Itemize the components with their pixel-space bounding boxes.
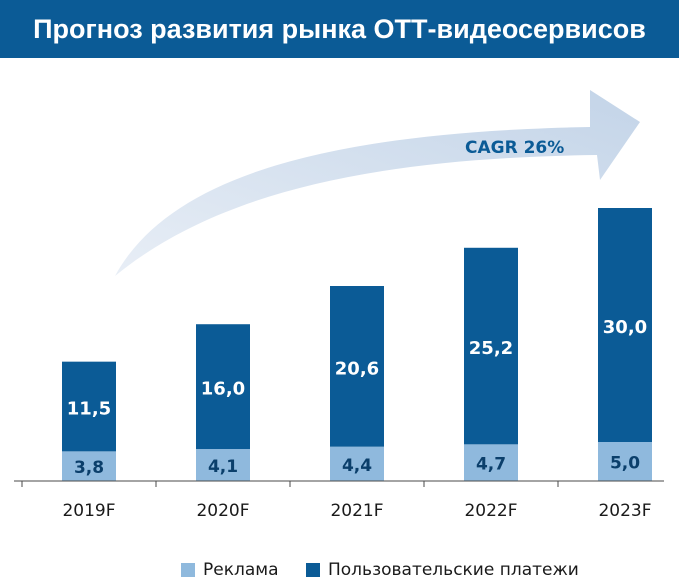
bar-payments-2019F bbox=[62, 361, 116, 452]
legend-label-ads: Реклама bbox=[203, 560, 279, 580]
bar-ads-2023F bbox=[598, 442, 652, 481]
stacked-bar-chart: CAGR 26% 3,8 11,5 4,1 16,0 4,4 20,6 4,7 25,2 5,0… bbox=[14, 90, 664, 521]
bar-payments-2023F bbox=[598, 208, 652, 442]
data-label-ads-2021F: 4,4 bbox=[342, 456, 372, 476]
legend-item-payments: Пользовательские платежи bbox=[306, 560, 579, 580]
growth-arrow bbox=[115, 90, 640, 276]
x-tick-label-2020F: 2020F bbox=[196, 501, 249, 521]
legend-label-payments: Пользовательские платежи bbox=[328, 560, 579, 580]
bar-ads-2021F bbox=[330, 446, 384, 481]
data-label-ads-2022F: 4,7 bbox=[476, 455, 506, 475]
bar-ads-2020F bbox=[196, 449, 250, 481]
legend-item-ads: Реклама bbox=[181, 560, 279, 580]
bar-ads-2022F bbox=[464, 444, 518, 481]
legend: Реклама Пользовательские платежи bbox=[0, 556, 679, 584]
data-label-payments-2023F: 30,0 bbox=[603, 317, 647, 338]
bar-payments-2021F bbox=[330, 286, 384, 447]
legend-swatch-payments bbox=[306, 563, 320, 577]
x-tick-label-2019F: 2019F bbox=[62, 501, 115, 521]
data-label-payments-2020F: 16,0 bbox=[201, 379, 245, 400]
bar-ads-2019F bbox=[62, 451, 116, 481]
data-label-ads-2019F: 3,8 bbox=[74, 458, 104, 478]
x-axis-labels: 2019F 2020F 2021F 2022F 2023F bbox=[62, 501, 651, 521]
x-axis-ticks bbox=[21, 481, 559, 487]
bar-payments-2022F bbox=[464, 247, 518, 445]
data-label-payments-2022F: 25,2 bbox=[469, 338, 513, 359]
data-label-payments-2019F: 11,5 bbox=[67, 399, 111, 420]
page-title: Прогноз развития рынка ОТТ-видеосервисов bbox=[0, 0, 679, 58]
data-label-payments-2021F: 20,6 bbox=[335, 358, 379, 379]
x-tick-label-2021F: 2021F bbox=[330, 501, 383, 521]
cagr-annotation: CAGR 26% bbox=[465, 138, 564, 158]
x-tick-label-2023F: 2023F bbox=[598, 501, 651, 521]
x-tick-label-2022F: 2022F bbox=[464, 501, 517, 521]
bars-group: 3,8 11,5 4,1 16,0 4,4 20,6 4,7 25,2 5,0 30,0 bbox=[62, 208, 652, 481]
data-label-ads-2020F: 4,1 bbox=[208, 457, 238, 477]
legend-swatch-ads bbox=[181, 563, 195, 577]
bar-payments-2020F bbox=[196, 324, 250, 450]
data-label-ads-2023F: 5,0 bbox=[610, 454, 640, 474]
